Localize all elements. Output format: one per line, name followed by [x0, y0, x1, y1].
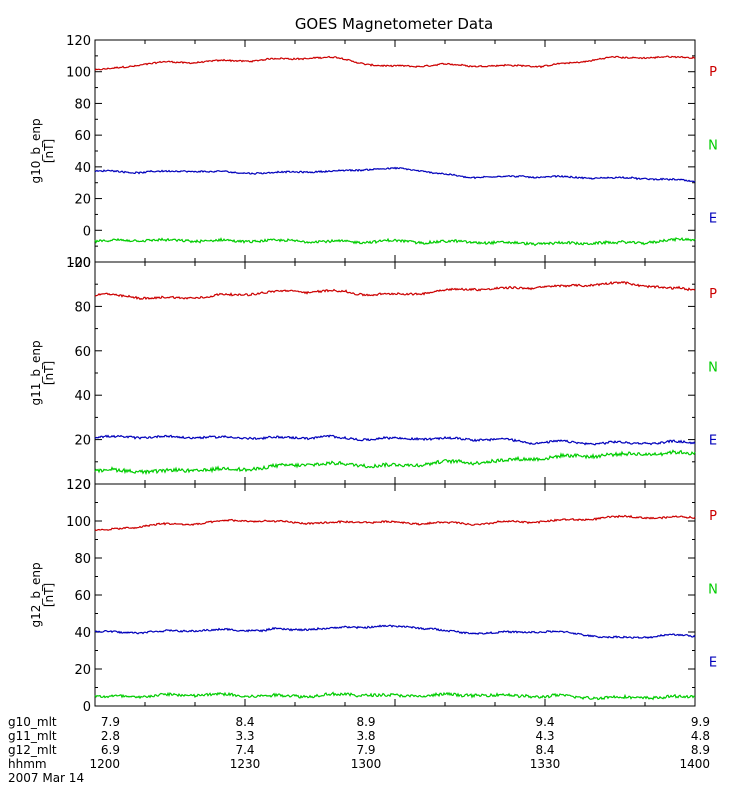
y-tick-label: 40	[74, 626, 91, 641]
series-P-line	[94, 514, 696, 532]
x-row-value: 8.9	[356, 715, 375, 729]
panel-3: 0 20 40 60 80 100 120 g12_b_enp [nT] P N E	[29, 478, 718, 715]
x-row-label: g12_mlt	[8, 743, 57, 757]
x-row-value: 4.8	[691, 729, 710, 743]
legend-N: N	[708, 138, 718, 153]
legend-N: N	[708, 360, 718, 375]
panel-2: 0 20 40 60 80 100 g11_b_enp [nT] P N E	[29, 256, 718, 493]
legend-E: E	[709, 656, 717, 671]
series-E-line	[94, 624, 696, 639]
x-row-value: 1330	[530, 757, 561, 771]
y-tick-label: 40	[74, 389, 91, 404]
x-axis-annotations: g10_mlt 7.9 8.4 8.9 9.4 9.9 g11_mlt 2.8 3.3 3.8 4.…	[8, 715, 710, 785]
x-row-value: 7.9	[356, 743, 375, 757]
x-row-value: 8.9	[691, 743, 710, 757]
x-row-value: 7.4	[235, 743, 254, 757]
y-tick-label: 60	[74, 345, 91, 360]
y-axis-label: g12_b_enp	[29, 562, 43, 627]
y-tick-label: 60	[74, 589, 91, 604]
x-row-value: 1200	[89, 757, 120, 771]
x-row-value: 1400	[679, 757, 710, 771]
series-P-line	[94, 55, 696, 71]
y-tick-label: 0	[83, 224, 91, 239]
x-row-value: 1230	[230, 757, 261, 771]
x-row-value: 9.4	[535, 715, 554, 729]
y-tick-label: 20	[74, 434, 91, 449]
series-N-line	[94, 449, 696, 476]
x-row-value: 1300	[351, 757, 382, 771]
y-tick-label: 40	[74, 161, 91, 176]
y-tick-label: 100	[66, 256, 91, 271]
y-tick-label: 80	[74, 300, 91, 315]
series-E-line	[94, 434, 696, 446]
series-N-line	[94, 237, 696, 247]
series-N-line	[94, 691, 696, 701]
y-axis-unit: [nT]	[42, 361, 56, 385]
y-tick-label: 100	[66, 515, 91, 530]
x-row-value: 3.3	[235, 729, 254, 743]
x-row-value: 6.9	[101, 743, 120, 757]
x-row-value: 9.9	[691, 715, 710, 729]
y-tick-label: 80	[74, 552, 91, 567]
y-tick-label: 60	[74, 129, 91, 144]
legend-P: P	[709, 287, 717, 302]
y-tick-label: 0	[83, 478, 91, 493]
y-axis-label: g10_b_enp	[29, 118, 43, 183]
y-tick-label: -20	[70, 256, 91, 271]
series-P-line	[94, 280, 696, 301]
x-row-value: 8.4	[235, 715, 254, 729]
y-tick-label: 80	[74, 97, 91, 112]
y-axis-label: g11_b_enp	[29, 340, 43, 405]
y-tick-label: 20	[74, 193, 91, 208]
x-row-value: 8.4	[535, 743, 554, 757]
chart-title: GOES Magnetometer Data	[295, 15, 493, 33]
x-row-value: 7.9	[101, 715, 120, 729]
x-row-value: 2.8	[101, 729, 120, 743]
date-label: 2007 Mar 14	[8, 771, 84, 785]
legend-N: N	[708, 582, 718, 597]
panel-frame	[94, 39, 696, 263]
x-row-label: g10_mlt	[8, 715, 57, 729]
x-row-label: hhmm	[8, 757, 47, 771]
x-row-value: 4.3	[535, 729, 554, 743]
series-E-line	[94, 166, 696, 183]
y-tick-label: 120	[66, 34, 91, 49]
y-tick-label: 0	[83, 700, 91, 715]
y-axis-unit: [nT]	[42, 139, 56, 163]
x-row-value: 3.8	[356, 729, 375, 743]
legend-P: P	[709, 65, 717, 80]
panel-frame	[94, 261, 696, 485]
legend-E: E	[709, 434, 717, 449]
legend-E: E	[709, 212, 717, 227]
x-row-label: g11_mlt	[8, 729, 57, 743]
panel-1: -20 0 20 40 60 80 100 120 g10_b_enp [nT] P N E	[29, 34, 718, 271]
y-tick-label: 120	[66, 478, 91, 493]
y-tick-label: 20	[74, 663, 91, 678]
legend-P: P	[709, 509, 717, 524]
y-axis-unit: [nT]	[42, 583, 56, 607]
y-tick-label: 100	[66, 66, 91, 81]
